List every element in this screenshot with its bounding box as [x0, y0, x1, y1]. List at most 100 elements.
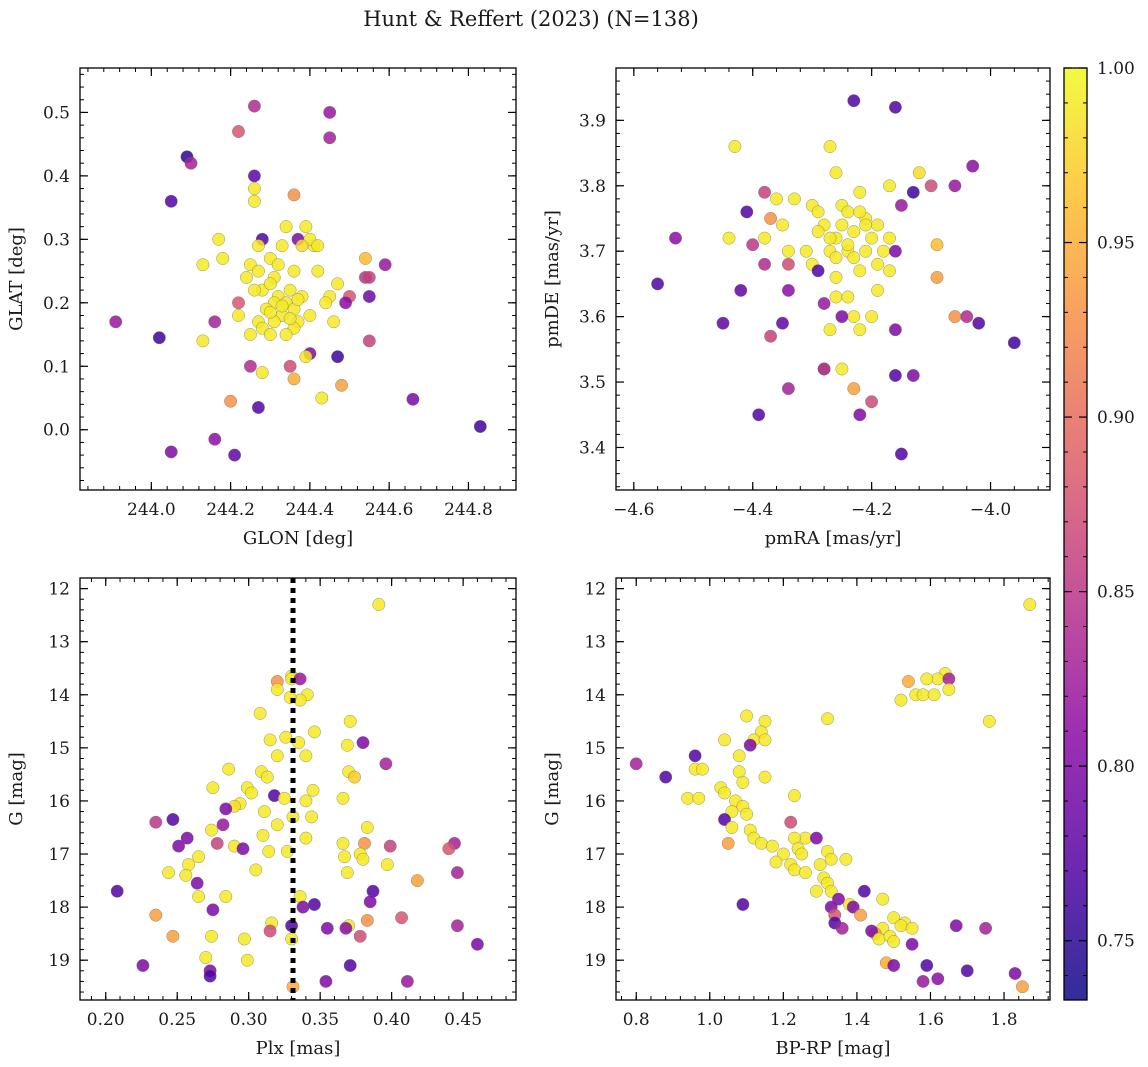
- y-axis-label: GLAT [deg]: [6, 227, 27, 331]
- data-point: [210, 836, 224, 850]
- data-point: [348, 770, 361, 784]
- data-point: [256, 828, 270, 842]
- data-point: [353, 929, 367, 943]
- data-point: [166, 813, 180, 826]
- scatter-points: [110, 598, 484, 994]
- data-point: [901, 675, 915, 688]
- data-point: [758, 257, 772, 271]
- data-point: [781, 244, 795, 258]
- x-tick-label: 244.4: [286, 500, 335, 520]
- data-point: [196, 258, 210, 272]
- data-point: [930, 238, 944, 252]
- data-point: [883, 231, 896, 245]
- data-point: [960, 964, 974, 978]
- data-point: [450, 866, 464, 880]
- data-point: [243, 328, 257, 341]
- data-point: [363, 895, 377, 909]
- data-point: [894, 919, 908, 933]
- data-point: [257, 805, 271, 819]
- y-tick-label: 3.7: [579, 242, 606, 262]
- data-point: [442, 842, 456, 856]
- data-point: [949, 919, 963, 933]
- x-tick-label: −4.6: [613, 500, 654, 520]
- colorbar-tick-label: 1.00: [1097, 59, 1135, 79]
- colorbar-tick-label: 0.75: [1097, 932, 1135, 952]
- data-point: [307, 898, 321, 911]
- x-tick-label: 0.35: [301, 1010, 339, 1030]
- data-point: [736, 898, 750, 911]
- data-point: [340, 866, 354, 880]
- data-point: [335, 378, 349, 392]
- data-point: [236, 842, 250, 856]
- data-point: [275, 239, 289, 253]
- data-point: [232, 296, 245, 310]
- data-point: [222, 762, 236, 776]
- data-point: [776, 847, 790, 861]
- panel-color-magnitude: 0.8 1.0 1.2 1.4 1.6 1.8 12 13 14 15 16 17 18 19 BP-RP …: [542, 577, 1051, 1059]
- data-point: [336, 791, 350, 805]
- data-point: [905, 937, 919, 951]
- data-point: [360, 913, 374, 927]
- data-point: [232, 125, 245, 138]
- data-point: [109, 315, 123, 329]
- x-tick-label: 1.0: [696, 1010, 723, 1030]
- data-point: [253, 706, 267, 720]
- data-point: [255, 366, 269, 380]
- data-point: [817, 297, 831, 310]
- data-point: [906, 185, 920, 199]
- data-point: [260, 770, 274, 784]
- data-point: [400, 974, 414, 988]
- data-point: [358, 251, 372, 265]
- data-point: [659, 770, 673, 784]
- data-point: [216, 818, 230, 832]
- data-point: [1015, 980, 1029, 994]
- data-point: [764, 329, 778, 343]
- data-point: [149, 908, 163, 922]
- data-point: [383, 839, 397, 853]
- data-point: [916, 974, 930, 988]
- data-point: [395, 911, 409, 925]
- data-point: [927, 688, 941, 702]
- data-point: [208, 432, 222, 446]
- data-point: [835, 362, 849, 376]
- data-point: [331, 350, 345, 364]
- data-point: [339, 296, 353, 310]
- scatter-points: [629, 598, 1037, 994]
- data-point: [688, 749, 702, 763]
- data-point: [277, 791, 291, 805]
- data-point: [270, 683, 284, 696]
- data-point: [823, 140, 837, 153]
- data-point: [1008, 967, 1022, 980]
- data-point: [287, 264, 301, 278]
- data-point: [754, 836, 768, 850]
- data-point: [219, 890, 233, 903]
- data-point: [829, 290, 843, 304]
- y-tick-label: 19: [48, 951, 70, 971]
- y-tick-label: 17: [48, 845, 70, 865]
- data-point: [846, 900, 860, 914]
- data-point: [263, 277, 277, 291]
- data-point: [769, 855, 783, 869]
- y-tick-label: 0.3: [43, 230, 70, 250]
- data-point: [857, 884, 871, 898]
- data-point: [841, 205, 855, 219]
- data-point: [718, 813, 731, 826]
- data-point: [871, 283, 885, 297]
- panel-parallax-magnitude: 0.20 0.25 0.30 0.35 0.40 0.45 12 13 14 15 16 17 18 19…: [6, 577, 517, 1059]
- y-tick-label: 19: [584, 951, 606, 971]
- data-point: [228, 448, 242, 462]
- data-point: [839, 852, 853, 866]
- y-tick-label: 3.4: [579, 438, 606, 458]
- y-tick-label: 0.4: [43, 167, 70, 187]
- data-point: [871, 257, 885, 271]
- x-axis-label: Plx [mas]: [256, 1038, 341, 1059]
- data-point: [960, 310, 974, 324]
- data-point: [303, 309, 317, 322]
- data-point: [734, 283, 748, 297]
- data-point: [283, 283, 297, 297]
- data-point: [263, 924, 277, 938]
- panel-proper-motion: −4.6 −4.4 −4.2 −4.0 3.4 3.5 3.6 3.7 3.8 3.9 pmRA […: [542, 67, 1051, 549]
- data-point: [758, 770, 772, 784]
- data-point: [905, 921, 919, 935]
- data-point: [853, 323, 867, 337]
